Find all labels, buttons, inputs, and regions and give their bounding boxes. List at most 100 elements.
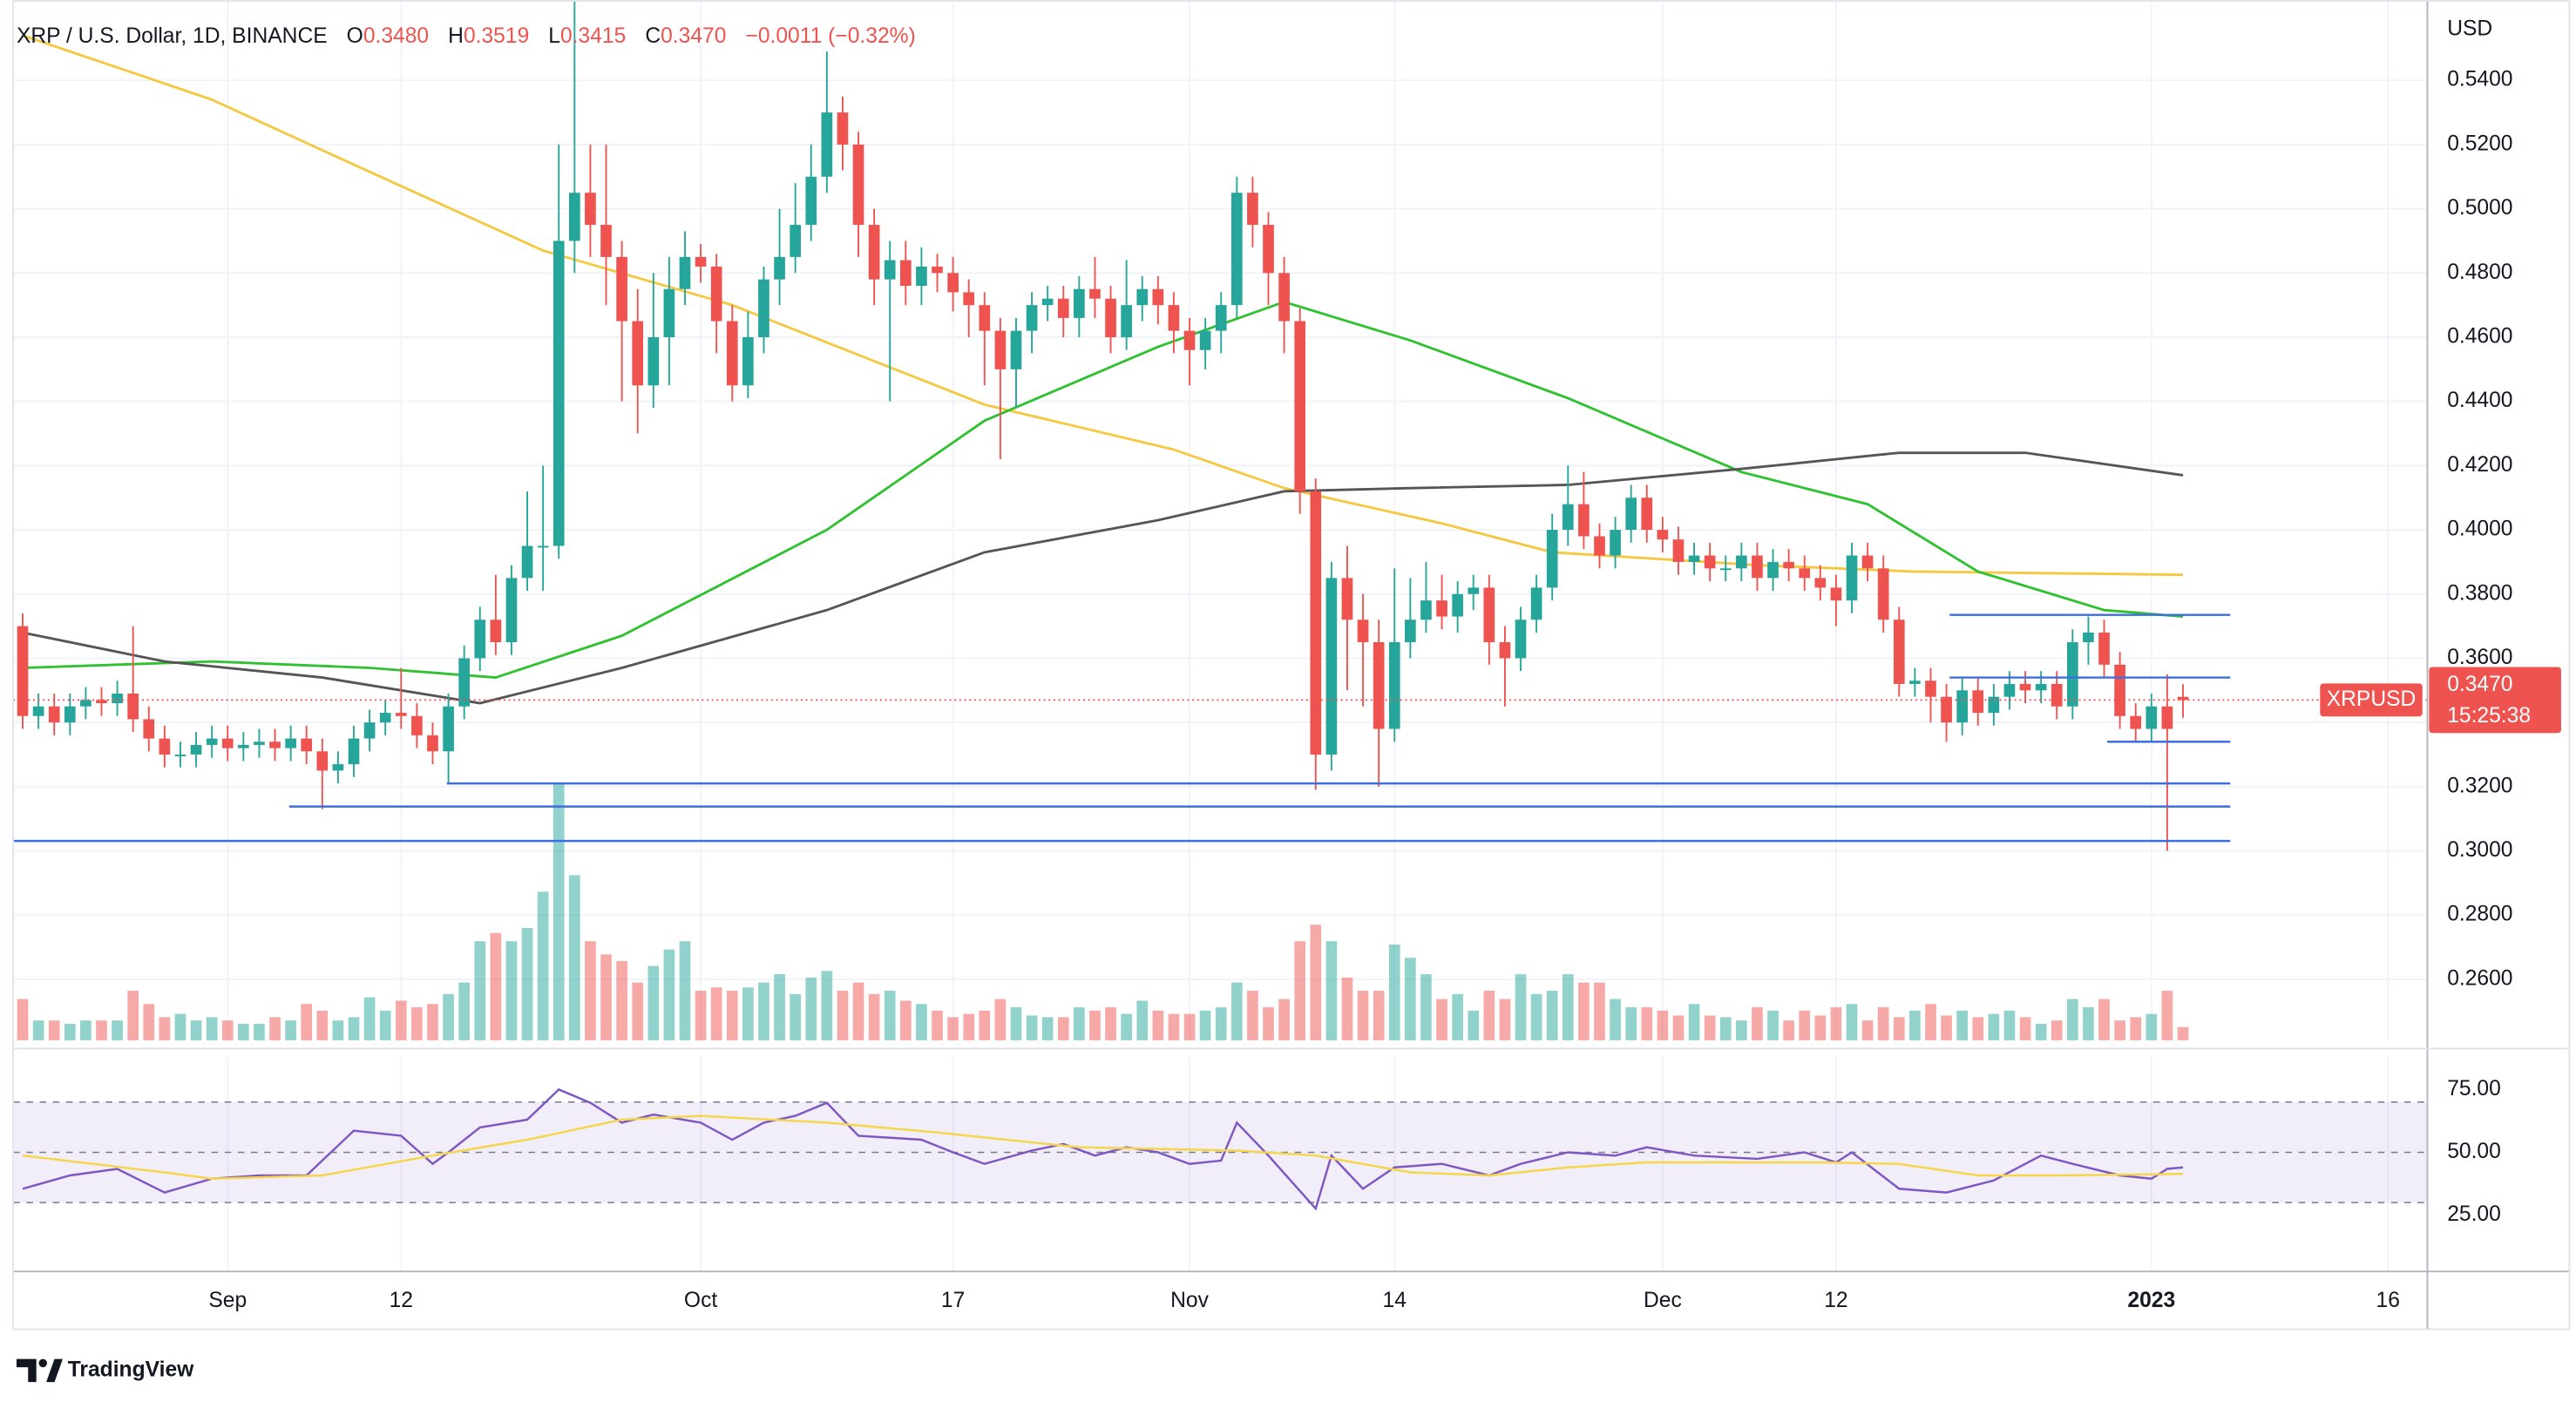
candle-body — [1168, 305, 1180, 331]
candle-body — [710, 266, 722, 322]
candle-body — [1704, 555, 1716, 569]
candle-body — [2146, 706, 2158, 729]
candle-body — [1373, 642, 1385, 729]
candle-body — [1183, 330, 1196, 350]
candle-body — [190, 744, 202, 755]
volume-bar — [1183, 1013, 1196, 1040]
volume-bar — [458, 982, 471, 1040]
candle-body — [1405, 620, 1416, 643]
volume-bar — [206, 1017, 218, 1040]
volume-bar — [80, 1020, 92, 1040]
candle-body — [206, 738, 218, 745]
candle-body — [285, 738, 296, 748]
x-tick-label: 12 — [1824, 1289, 1847, 1312]
candle-body — [1925, 681, 1936, 697]
candle-body — [174, 754, 186, 756]
y-tick-label: 0.5400 — [2447, 68, 2512, 91]
candle-body — [332, 764, 344, 771]
volume-bar — [1057, 1017, 1069, 1040]
candle-body — [1846, 555, 1858, 601]
candle-body — [837, 112, 849, 145]
legend-label: O — [347, 24, 363, 47]
volume-bar — [1783, 1020, 1794, 1040]
volume-bar — [505, 941, 518, 1040]
volume-bar — [726, 991, 738, 1040]
y-tick-label: 0.2600 — [2447, 966, 2512, 990]
candle-body — [2003, 683, 2016, 697]
logo-dot — [38, 1358, 48, 1368]
candle-body — [663, 288, 675, 337]
volume-bar — [1988, 1013, 2000, 1040]
chart-border — [12, 0, 2571, 1331]
candle-body — [1215, 305, 1227, 331]
volume-bar — [568, 875, 580, 1040]
candle-body — [1546, 530, 1558, 588]
candle-body — [899, 260, 912, 287]
candle-body — [1972, 690, 1984, 714]
candle-body — [254, 742, 265, 745]
volume-bar — [1877, 1006, 1889, 1040]
candle-body — [2083, 632, 2094, 643]
candle-body — [1089, 288, 1101, 299]
volume-bar — [285, 1020, 296, 1040]
candle-body — [1074, 288, 1085, 318]
volume-bar — [112, 1020, 123, 1040]
candle-body — [1388, 642, 1400, 729]
volume-bar — [679, 941, 691, 1040]
volume-bar — [2051, 1020, 2063, 1040]
legend-value: 0.3470 — [661, 24, 726, 47]
logo-mark — [46, 1358, 64, 1383]
candle-body — [758, 279, 769, 337]
volume-bar — [1230, 982, 1243, 1040]
volume-bar — [1215, 1006, 1227, 1040]
candle-body — [1830, 587, 1842, 601]
y-tick-label: 75.00 — [2447, 1077, 2501, 1101]
brand-logo: TradingView — [16, 1358, 194, 1383]
plot-layer — [13, 0, 2428, 1272]
x-tick-label: Sep — [208, 1289, 247, 1312]
candle-body — [1893, 620, 1905, 684]
x-tick-label: 2023 — [2127, 1289, 2175, 1312]
candle-body — [1278, 273, 1290, 322]
symbol-tag-text: XRPUSD — [2327, 687, 2417, 711]
volume-bar — [1719, 1017, 1732, 1040]
candle-body — [1026, 305, 1038, 331]
volume-bar — [852, 982, 864, 1040]
volume-bar — [174, 1013, 186, 1040]
volume-bar — [932, 1010, 943, 1040]
volume-bar — [1594, 982, 1605, 1040]
volume-bar — [947, 1017, 959, 1040]
y-tick-label: 0.3000 — [2447, 838, 2512, 862]
candle-body — [979, 305, 991, 331]
candle-body — [1941, 696, 1952, 723]
volume-bar — [32, 1020, 44, 1040]
volume-bar — [663, 949, 675, 1040]
candle-body — [1625, 498, 1637, 531]
volume-bar — [1530, 993, 1542, 1040]
volume-bar — [1499, 999, 1511, 1040]
candle-body — [490, 620, 502, 643]
candle-body — [1578, 504, 1590, 537]
candle-body — [96, 700, 107, 704]
candle-body — [1767, 561, 1779, 579]
volume-bar — [1452, 993, 1463, 1040]
volume-bar — [1341, 977, 1353, 1040]
y-tick-label: 0.4800 — [2447, 261, 2512, 284]
candle-body — [1814, 578, 1827, 588]
brand-name: TradingView — [68, 1358, 194, 1381]
volume-bar — [710, 987, 722, 1040]
y-tick-label: 0.4600 — [2447, 324, 2512, 348]
volume-bar — [1688, 1004, 1700, 1040]
volume-bar — [1294, 941, 1306, 1040]
candle-body — [2051, 683, 2063, 707]
volume-bar — [805, 977, 817, 1040]
candle-body — [1468, 587, 1480, 594]
volume-bar — [64, 1023, 76, 1040]
candle-body — [1499, 642, 1511, 659]
y-tick-label: 0.3800 — [2447, 581, 2512, 605]
volume-bar — [1325, 941, 1338, 1040]
volume-bar — [899, 1000, 912, 1040]
volume-bar — [1089, 1010, 1101, 1040]
candle-body — [348, 738, 360, 765]
legend-label: H — [448, 24, 464, 47]
